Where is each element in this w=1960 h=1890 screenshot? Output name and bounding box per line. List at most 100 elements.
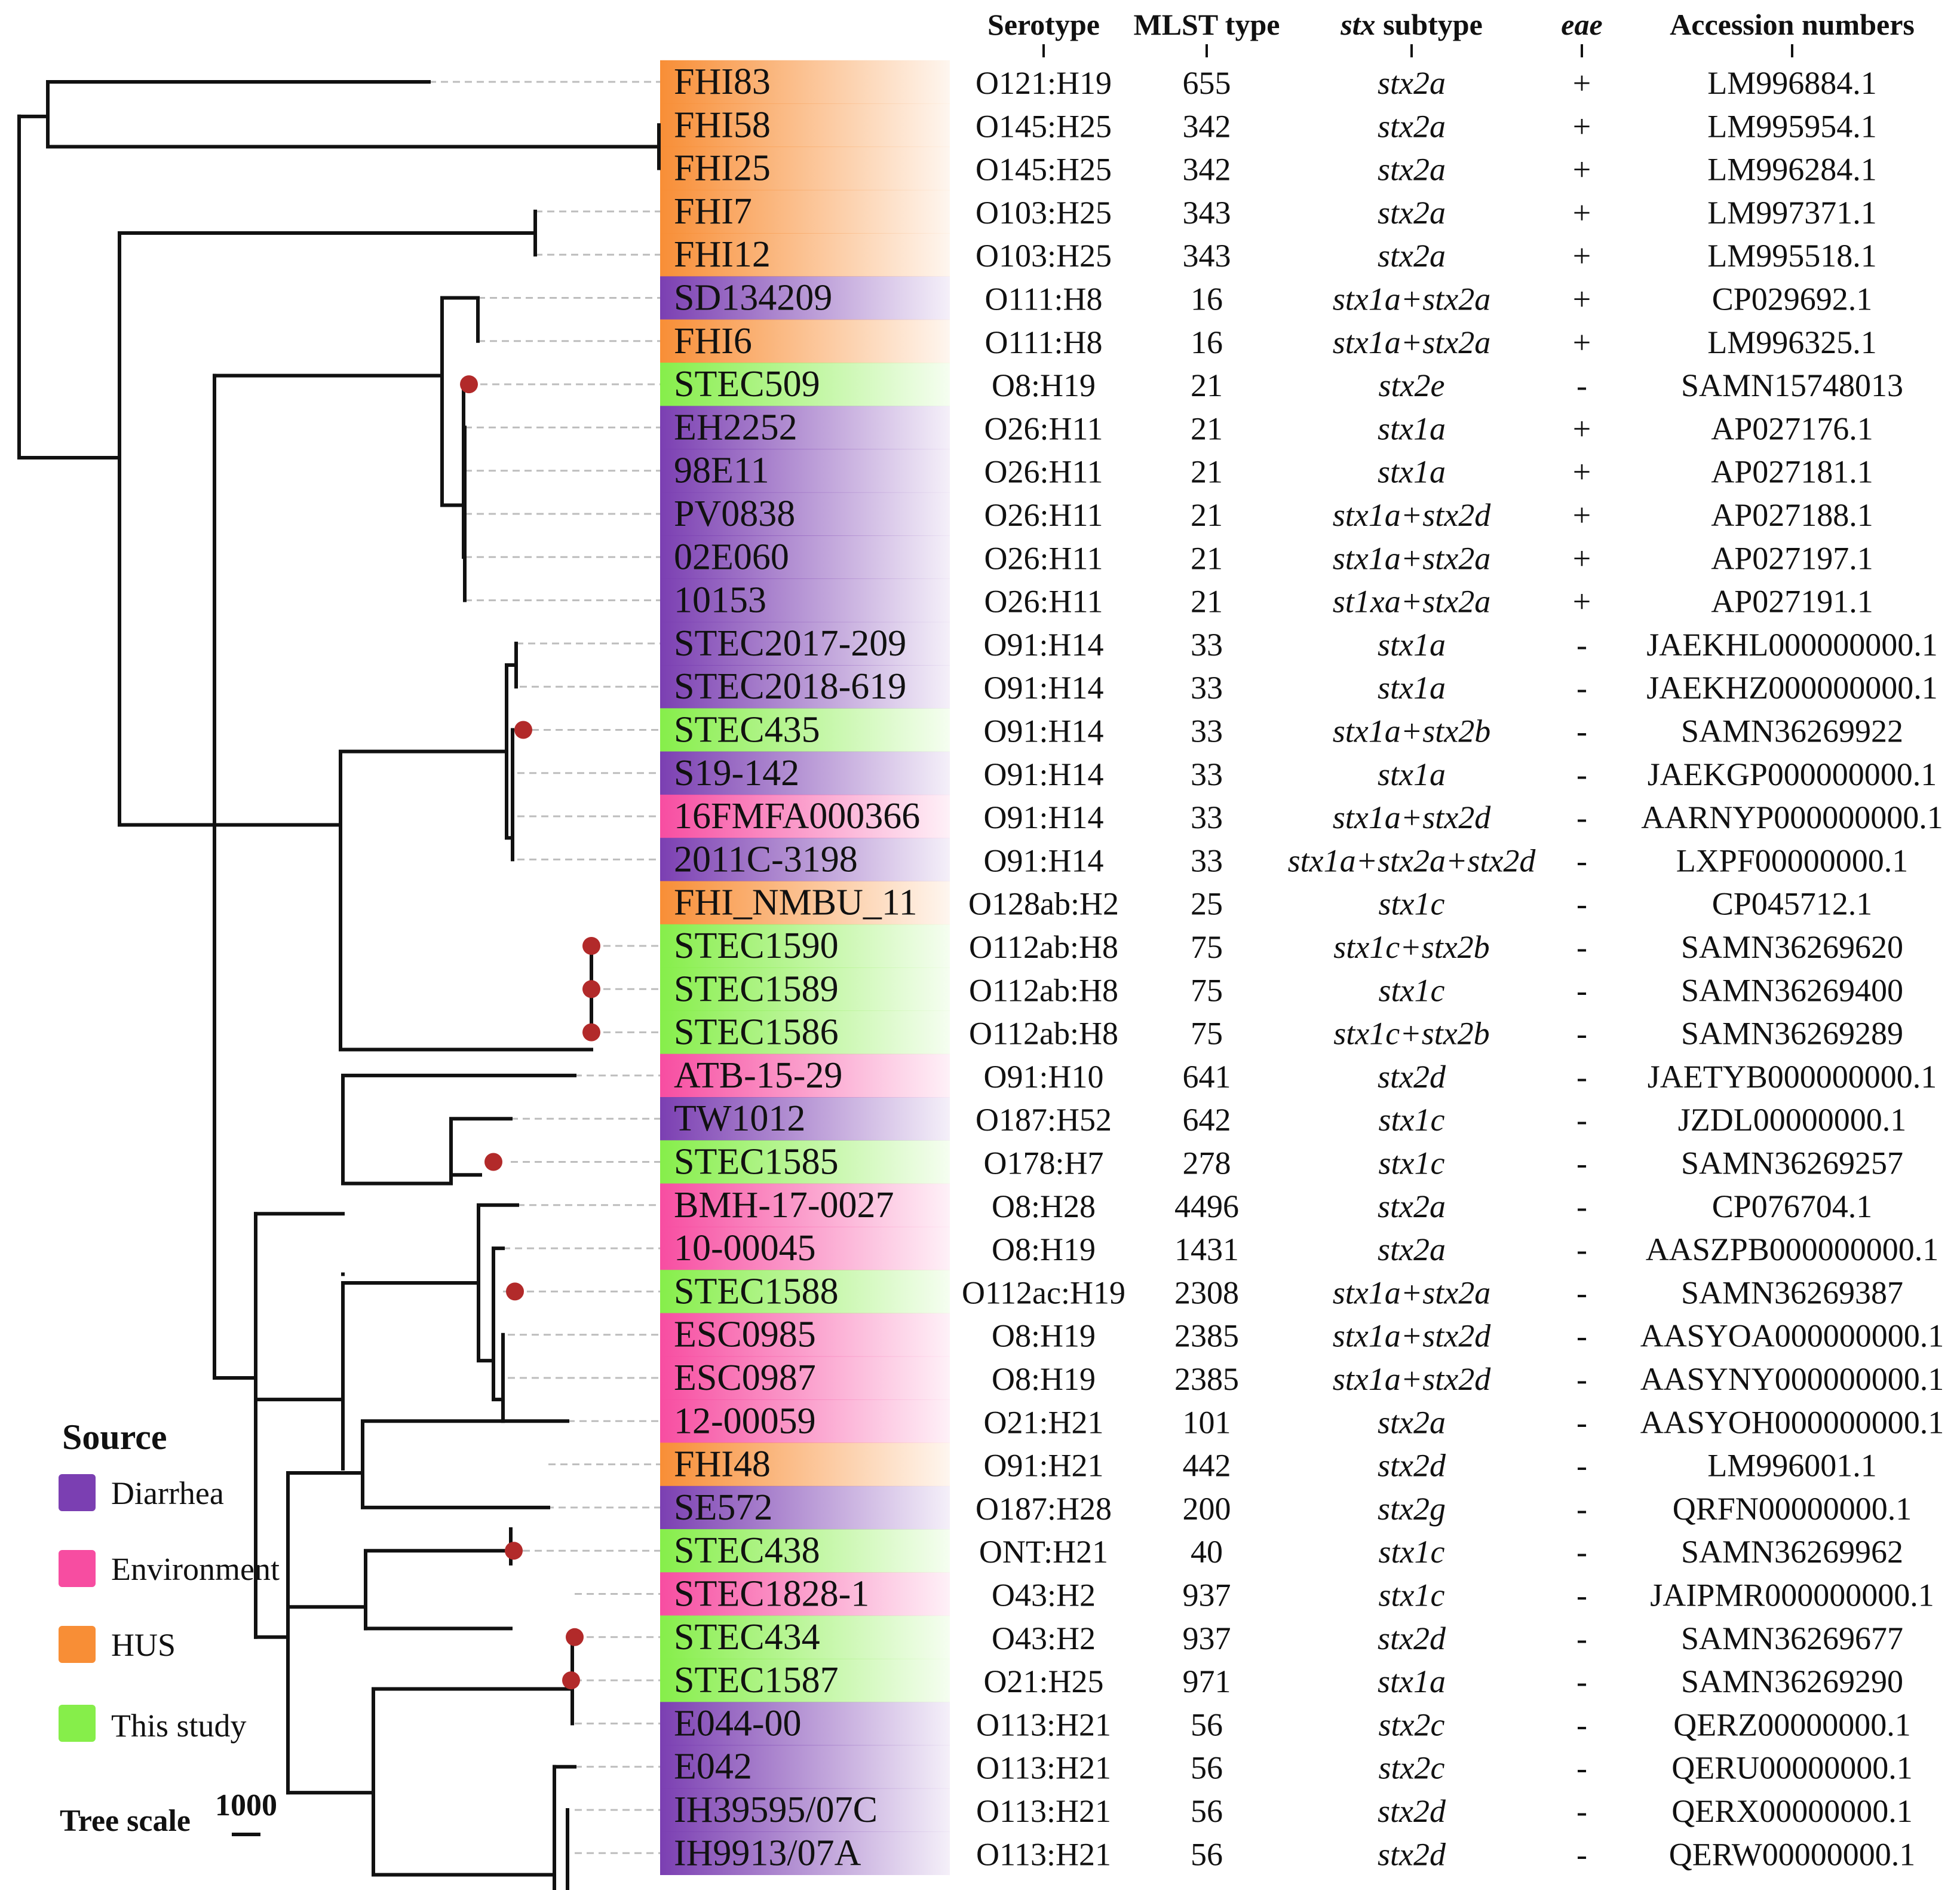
accession-cell: QERU00000000.1 xyxy=(1671,1750,1913,1786)
accession-cell: LM996325.1 xyxy=(1707,324,1877,360)
tree-branch xyxy=(254,1073,576,1216)
serotype-cell: O21:H21 xyxy=(984,1404,1104,1440)
study-isolate-marker xyxy=(566,1628,584,1646)
strain-row: FHI58 O145:H25 342 stx2a + LM995954.1 xyxy=(674,105,1877,145)
eae-cell: - xyxy=(1576,756,1587,792)
label-band xyxy=(660,1788,950,1832)
mlst-cell: 75 xyxy=(1191,972,1223,1008)
label-band xyxy=(660,362,950,406)
study-isolate-marker xyxy=(582,980,600,998)
accession-cell: SAMN36269962 xyxy=(1681,1534,1903,1570)
mlst-cell: 33 xyxy=(1191,843,1223,878)
stx-subtype-cell: stx1a+stx2a xyxy=(1333,324,1490,360)
label-band xyxy=(660,1399,950,1443)
stx-subtype-cell: stx1a+stx2d xyxy=(1333,1361,1491,1397)
strain-row: STEC1828-1 O43:H2 937 stx1c - JAIPMR000000000… xyxy=(674,1574,1934,1615)
mlst-cell: 4496 xyxy=(1174,1188,1239,1224)
stx-subtype-cell: stx1a+stx2a xyxy=(1333,540,1490,576)
eae-cell: - xyxy=(1576,1836,1587,1872)
serotype-cell: O91:H14 xyxy=(984,756,1104,792)
eae-cell: - xyxy=(1576,1534,1587,1570)
serotype-cell: O26:H11 xyxy=(984,584,1103,620)
eae-cell: - xyxy=(1576,1016,1587,1052)
eae-cell: - xyxy=(1576,843,1587,878)
legend-swatch-hus xyxy=(59,1626,96,1663)
eae-cell: - xyxy=(1576,800,1587,835)
eae-cell: - xyxy=(1576,1188,1587,1224)
serotype-cell: O26:H11 xyxy=(984,454,1103,490)
accession-cell: QERX00000000.1 xyxy=(1671,1793,1913,1829)
mlst-cell: 21 xyxy=(1191,540,1223,576)
strain-name: FHI12 xyxy=(674,234,771,275)
serotype-cell: ONT:H21 xyxy=(979,1534,1108,1570)
eae-cell: - xyxy=(1576,670,1587,706)
strain-name: FHI58 xyxy=(674,105,771,145)
eae-cell: - xyxy=(1576,1707,1587,1742)
strain-name: 16FMFA000366 xyxy=(674,796,920,837)
eae-cell: + xyxy=(1573,152,1591,188)
accession-cell: AP027181.1 xyxy=(1711,454,1873,490)
strain-row: E042 O113:H21 56 stx2c - QERU00000000.1 xyxy=(674,1747,1913,1787)
strain-row: E044-00 O113:H21 56 stx2c - QERZ00000000.1 xyxy=(674,1703,1911,1744)
accession-cell: SAMN15748013 xyxy=(1681,367,1903,403)
stx-subtype-cell: stx1a+stx2d xyxy=(1333,497,1491,533)
tree-branch xyxy=(118,373,216,1380)
tree-branch xyxy=(213,1212,257,1639)
serotype-cell: O91:H21 xyxy=(984,1448,1104,1484)
tree-branch xyxy=(213,296,480,507)
stx-subtype-cell: stx2d xyxy=(1378,1836,1446,1872)
legend-label-hus: HUS xyxy=(111,1627,176,1663)
mlst-cell: 33 xyxy=(1191,756,1223,792)
label-band xyxy=(660,146,950,191)
serotype-cell: O111:H8 xyxy=(985,281,1103,317)
strain-row: STEC438 ONT:H21 40 stx1c - SAMN36269962 xyxy=(674,1530,1903,1571)
stx-subtype-cell: st1xa+stx2a xyxy=(1333,584,1490,620)
serotype-cell: O112ab:H8 xyxy=(969,972,1118,1008)
strain-name: E042 xyxy=(674,1747,752,1787)
serotype-cell: O26:H11 xyxy=(984,540,1103,576)
stx-subtype-cell: stx1c+stx2b xyxy=(1333,929,1489,965)
accession-cell: JAIPMR000000000.1 xyxy=(1650,1577,1934,1613)
mlst-cell: 33 xyxy=(1191,713,1223,749)
study-isolate-marker xyxy=(582,937,600,955)
serotype-cell: O121:H19 xyxy=(976,65,1112,101)
strain-row: STEC1590 O112ab:H8 75 stx1c+stx2b - SAMN36269… xyxy=(674,926,1903,966)
stx-subtype-cell: stx2a xyxy=(1378,1404,1446,1440)
strain-row: STEC2018-619 O91:H14 33 stx1a - JAEKHZ0000000… xyxy=(674,666,1938,707)
strain-row: 10153 O26:H11 21 st1xa+stx2a + AP027191.1 xyxy=(674,580,1873,621)
label-band xyxy=(660,492,950,536)
stx-subtype-cell: stx1c xyxy=(1379,886,1445,922)
strain-row: FHI25 O145:H25 342 stx2a + LM996284.1 xyxy=(674,148,1877,189)
strain-row: SE572 O187:H28 200 stx2g - QRFN00000000.1 xyxy=(674,1487,1912,1528)
accession-cell: JZDL00000000.1 xyxy=(1678,1102,1906,1138)
mlst-cell: 101 xyxy=(1183,1404,1231,1440)
strain-name: 10153 xyxy=(674,580,766,621)
tree-branch xyxy=(286,1527,513,1631)
eae-cell: - xyxy=(1576,1404,1587,1440)
serotype-cell: O43:H2 xyxy=(992,1577,1096,1613)
serotype-cell: O43:H2 xyxy=(992,1621,1096,1656)
stx-subtype-cell: stx2a xyxy=(1378,152,1446,188)
mlst-cell: 21 xyxy=(1191,367,1223,403)
eae-cell: + xyxy=(1573,497,1591,533)
strain-name: STEC1590 xyxy=(674,926,839,966)
stx-subtype-cell: stx1c xyxy=(1379,1577,1445,1613)
stx-subtype-cell: stx1a xyxy=(1378,1664,1446,1699)
study-isolate-marker xyxy=(506,1282,524,1301)
eae-cell: - xyxy=(1576,1448,1587,1484)
eae-cell: + xyxy=(1573,584,1591,620)
accession-cell: JAEKGP000000000.1 xyxy=(1648,756,1937,792)
stx-subtype-cell: stx2a xyxy=(1378,1188,1446,1224)
strain-row: 02E060 O26:H11 21 stx1a+stx2a + AP027197.1 xyxy=(674,537,1873,577)
stx-subtype-cell: stx2e xyxy=(1379,367,1445,403)
eae-cell: + xyxy=(1573,411,1591,446)
serotype-cell: O145:H25 xyxy=(976,108,1112,144)
mlst-cell: 2308 xyxy=(1174,1275,1239,1310)
mlst-cell: 937 xyxy=(1183,1621,1231,1656)
accession-cell: QERZ00000000.1 xyxy=(1673,1707,1911,1742)
mlst-cell: 21 xyxy=(1191,497,1223,533)
strain-row: IH39595/07C O113:H21 56 stx2d - QERX00000000.… xyxy=(674,1790,1913,1830)
serotype-cell: O113:H21 xyxy=(976,1750,1111,1786)
label-band xyxy=(660,665,950,709)
label-band xyxy=(660,60,950,104)
